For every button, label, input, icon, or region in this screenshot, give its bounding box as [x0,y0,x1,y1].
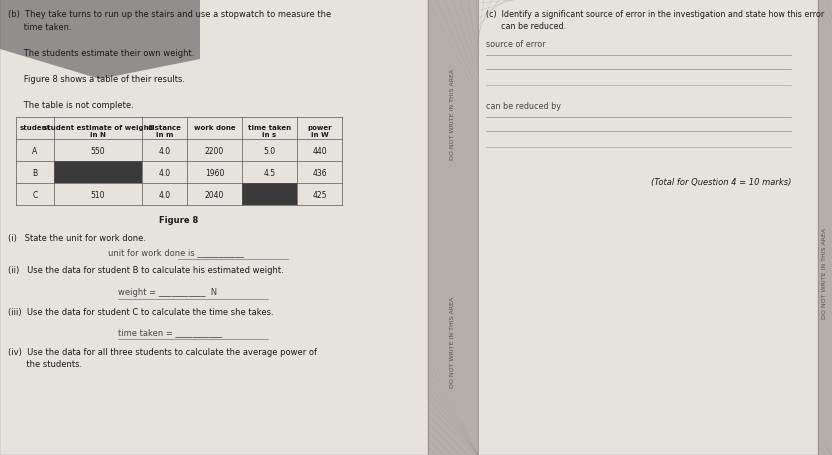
Text: 2200: 2200 [205,146,224,155]
Text: (iii)  Use the data for student C to calculate the time she takes.: (iii) Use the data for student C to calc… [8,307,274,316]
Text: 1960: 1960 [205,168,224,177]
Text: power: power [307,125,332,131]
Text: 5.0: 5.0 [264,146,275,155]
Text: 425: 425 [312,190,327,199]
Text: C: C [32,190,37,199]
Bar [818,0,832,455]
Text: distance: distance [147,125,181,131]
Text: 550: 550 [91,146,106,155]
Text: (i)   State the unit for work done.: (i) State the unit for work done. [8,233,146,243]
Text: A: A [32,146,37,155]
Text: (c)  Identify a significant source of error in the investigation and state how t: (c) Identify a significant source of err… [486,10,825,19]
Text: in s: in s [262,131,276,138]
Text: time taken.: time taken. [8,23,72,32]
Text: student: student [19,125,51,131]
Text: DO NOT WRITE IN THIS AREA: DO NOT WRITE IN THIS AREA [450,296,455,387]
Text: 510: 510 [91,190,106,199]
Text: can be reduced by: can be reduced by [486,102,561,111]
Text: DO NOT WRITE IN THIS AREA: DO NOT WRITE IN THIS AREA [450,68,455,159]
Text: (b)  They take turns to run up the stairs and use a stopwatch to measure the: (b) They take turns to run up the stairs… [8,10,331,19]
Polygon shape [0,0,200,80]
Text: (iv)  Use the data for all three students to calculate the average power of: (iv) Use the data for all three students… [8,347,317,356]
Text: can be reduced.: can be reduced. [486,22,566,31]
Text: in m: in m [156,131,173,138]
Text: DO NOT WRITE IN THIS AREA: DO NOT WRITE IN THIS AREA [823,228,828,318]
Text: Figure 8 shows a table of their results.: Figure 8 shows a table of their results. [8,75,185,84]
Text: the students.: the students. [8,359,82,368]
Bar [478,0,818,455]
Text: The students estimate their own weight.: The students estimate their own weight. [8,49,195,58]
Text: The table is not complete.: The table is not complete. [8,101,134,110]
Text: in N: in N [90,131,106,138]
Text: unit for work done is ___________: unit for work done is ___________ [108,248,244,257]
Text: 4.5: 4.5 [264,168,275,177]
Text: time taken: time taken [248,125,291,131]
Text: in W: in W [310,131,329,138]
Text: time taken = ___________: time taken = ___________ [118,327,222,336]
Text: 4.0: 4.0 [158,190,171,199]
Text: 4.0: 4.0 [158,146,171,155]
Text: 2040: 2040 [205,190,224,199]
Text: (ii)   Use the data for student B to calculate his estimated weight.: (ii) Use the data for student B to calcu… [8,265,284,274]
Text: 440: 440 [312,146,327,155]
Text: 436: 436 [312,168,327,177]
Text: weight = ___________  N: weight = ___________ N [118,288,217,296]
Text: 4.0: 4.0 [158,168,171,177]
Bar [54,162,142,184]
Text: (Total for Question 4 = 10 marks): (Total for Question 4 = 10 marks) [651,177,791,187]
Bar [428,0,478,455]
Text: B: B [32,168,37,177]
Bar [0,0,428,455]
Text: student estimate of weight: student estimate of weight [43,125,152,131]
Text: source of error: source of error [486,40,546,49]
Text: Figure 8: Figure 8 [160,216,199,224]
Text: work done: work done [194,125,235,131]
Bar [242,184,297,206]
